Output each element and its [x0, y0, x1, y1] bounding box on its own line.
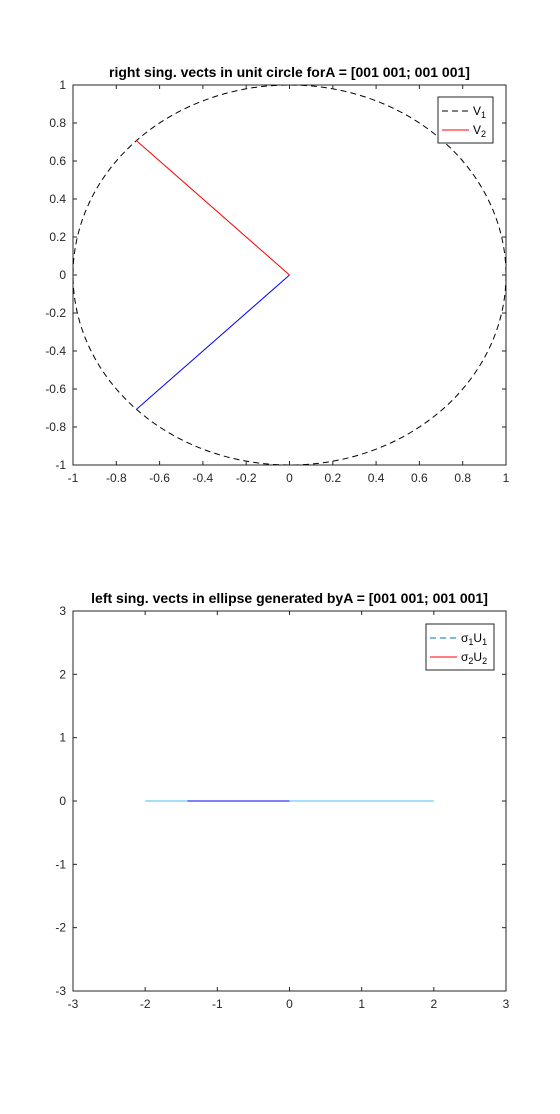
- y-tick-label: -0.6: [45, 382, 66, 396]
- plot-right-singular-vectors: right sing. vects in unit circle forA = …: [45, 64, 509, 485]
- y-tick-label: -0.4: [45, 344, 66, 358]
- x-tick-label: -0.4: [193, 471, 214, 485]
- y-tick-label: 1: [59, 731, 66, 745]
- legend-main2: U: [473, 631, 482, 645]
- y-tick-label: -1: [55, 857, 66, 871]
- y-tick-label: -3: [55, 984, 66, 998]
- legend-entry-label: V1: [473, 104, 486, 120]
- vector-series-1: [136, 274, 290, 410]
- legend-entry-label: σ1U1: [461, 631, 487, 647]
- x-tick-label: -3: [68, 997, 79, 1011]
- chart-title: right sing. vects in unit circle forA = …: [109, 64, 470, 80]
- legend-subscript: 1: [481, 110, 486, 120]
- x-tick-label: 1: [503, 471, 510, 485]
- legend-main: V: [473, 123, 481, 137]
- x-axis: -3 -2 -1 0 1 2 3: [68, 611, 510, 1011]
- legend-main: σ: [461, 631, 469, 645]
- y-tick-label: 0.6: [49, 154, 66, 168]
- legend-box: [437, 96, 494, 144]
- x-tick-label: 0: [286, 471, 293, 485]
- x-tick-label: -1: [212, 997, 223, 1011]
- y-tick-label: 0.4: [49, 192, 66, 206]
- chart-title: left sing. vects in ellipse generated by…: [91, 590, 488, 606]
- x-tick-label: 0.8: [454, 471, 471, 485]
- x-tick-label: -0.8: [106, 471, 127, 485]
- legend-main2: U: [473, 650, 482, 664]
- x-tick-label: 3: [503, 997, 510, 1011]
- x-tick-label: -0.6: [149, 471, 170, 485]
- legend-entry-label: V2: [473, 123, 486, 139]
- vector-series-2: [136, 140, 290, 276]
- y-tick-label: 0.8: [49, 116, 66, 130]
- y-tick-label: -0.2: [45, 306, 66, 320]
- legend-subscript: 2: [481, 129, 486, 139]
- y-tick-label: 2: [59, 667, 66, 681]
- y-tick-label: -2: [55, 921, 66, 935]
- y-tick-label: 3: [59, 604, 66, 618]
- y-tick-label: 1: [59, 78, 66, 92]
- x-tick-label: -1: [68, 471, 79, 485]
- legend-subscript2: 1: [482, 637, 487, 647]
- legend-subscript: 1: [468, 637, 473, 647]
- plot-left-singular-vectors: left sing. vects in ellipse generated by…: [55, 590, 509, 1011]
- y-tick-label: 0: [59, 268, 66, 282]
- x-tick-label: 0: [286, 997, 293, 1011]
- legend-main: σ: [461, 650, 469, 664]
- x-tick-label: -0.2: [236, 471, 257, 485]
- y-axis: -1 -0.8 -0.6 -0.4 -0.2 0 0.2 0.4 0.6 0.8 1: [45, 78, 506, 472]
- x-tick-label: 1: [358, 997, 365, 1011]
- legend-main: V: [473, 104, 481, 118]
- legend-entry-label: σ2U2: [461, 650, 487, 666]
- legend-subscript: 2: [468, 656, 473, 666]
- y-tick-label: 0: [59, 794, 66, 808]
- x-tick-label: 0.2: [324, 471, 341, 485]
- x-tick-label: 0.4: [368, 471, 385, 485]
- plot-area: [73, 85, 506, 465]
- legend-subscript2: 2: [482, 656, 487, 666]
- y-tick-label: -0.8: [45, 420, 66, 434]
- legend-box: [425, 623, 495, 671]
- x-tick-label: 2: [430, 997, 437, 1011]
- x-tick-label: 0.6: [411, 471, 428, 485]
- y-tick-label: -1: [55, 458, 66, 472]
- y-tick-label: 0.2: [49, 230, 66, 244]
- x-axis: -1 -0.8 -0.6 -0.4 -0.2 0 0.2 0.4 0.6 0.8 1: [68, 85, 510, 485]
- x-tick-label: -2: [140, 997, 151, 1011]
